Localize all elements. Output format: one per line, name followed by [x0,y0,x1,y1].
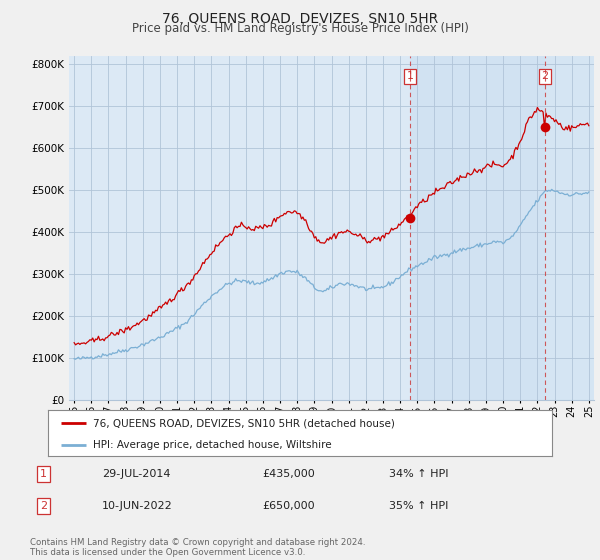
Text: £650,000: £650,000 [262,501,314,511]
Bar [410,56,545,400]
Text: Contains HM Land Registry data © Crown copyright and database right 2024.
This d: Contains HM Land Registry data © Crown c… [30,538,365,557]
Text: 2: 2 [40,501,47,511]
Text: 1: 1 [407,72,413,82]
Text: 35% ↑ HPI: 35% ↑ HPI [389,501,448,511]
Text: 29-JUL-2014: 29-JUL-2014 [102,469,170,479]
Text: 1: 1 [40,469,47,479]
Text: £435,000: £435,000 [262,469,314,479]
Text: Price paid vs. HM Land Registry's House Price Index (HPI): Price paid vs. HM Land Registry's House … [131,22,469,35]
Text: 10-JUN-2022: 10-JUN-2022 [102,501,173,511]
Text: HPI: Average price, detached house, Wiltshire: HPI: Average price, detached house, Wilt… [94,440,332,450]
Bar [545,56,594,400]
Text: 34% ↑ HPI: 34% ↑ HPI [389,469,448,479]
Text: 2: 2 [541,72,548,82]
Text: 76, QUEENS ROAD, DEVIZES, SN10 5HR: 76, QUEENS ROAD, DEVIZES, SN10 5HR [162,12,438,26]
Text: 76, QUEENS ROAD, DEVIZES, SN10 5HR (detached house): 76, QUEENS ROAD, DEVIZES, SN10 5HR (deta… [94,418,395,428]
